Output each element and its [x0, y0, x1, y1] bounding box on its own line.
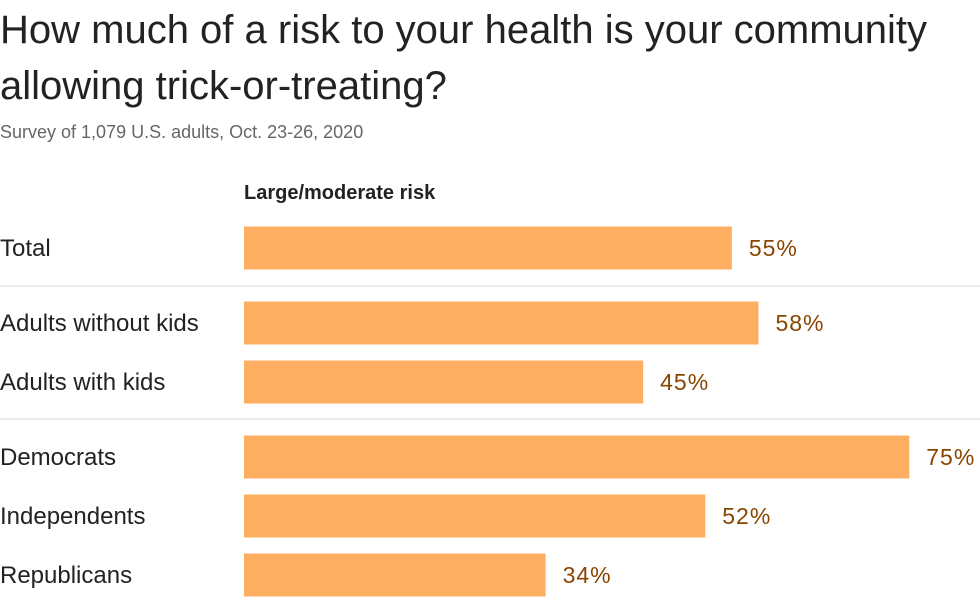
bar — [244, 435, 910, 479]
category-label: Adults with kids — [0, 369, 165, 396]
bar — [244, 226, 732, 270]
category-label: Democrats — [0, 444, 116, 471]
category-label: Adults without kids — [0, 310, 199, 337]
category-label: Total — [0, 235, 51, 262]
value-label: 34% — [563, 562, 612, 588]
value-label: 55% — [749, 235, 798, 261]
value-label: 45% — [660, 369, 709, 395]
chart-title: How much of a risk to your health is you… — [0, 8, 928, 108]
value-label: 52% — [722, 503, 771, 529]
column-header: Large/moderate risk — [244, 182, 436, 204]
bar — [244, 360, 644, 404]
value-label: 58% — [775, 310, 824, 336]
category-label: Republicans — [0, 562, 132, 589]
value-label: 75% — [926, 444, 975, 470]
chart-subtitle: Survey of 1,079 U.S. adults, Oct. 23-26,… — [0, 122, 364, 142]
bar — [244, 553, 546, 597]
bar — [244, 494, 706, 538]
category-label: Independents — [0, 503, 145, 530]
bar — [244, 301, 759, 345]
